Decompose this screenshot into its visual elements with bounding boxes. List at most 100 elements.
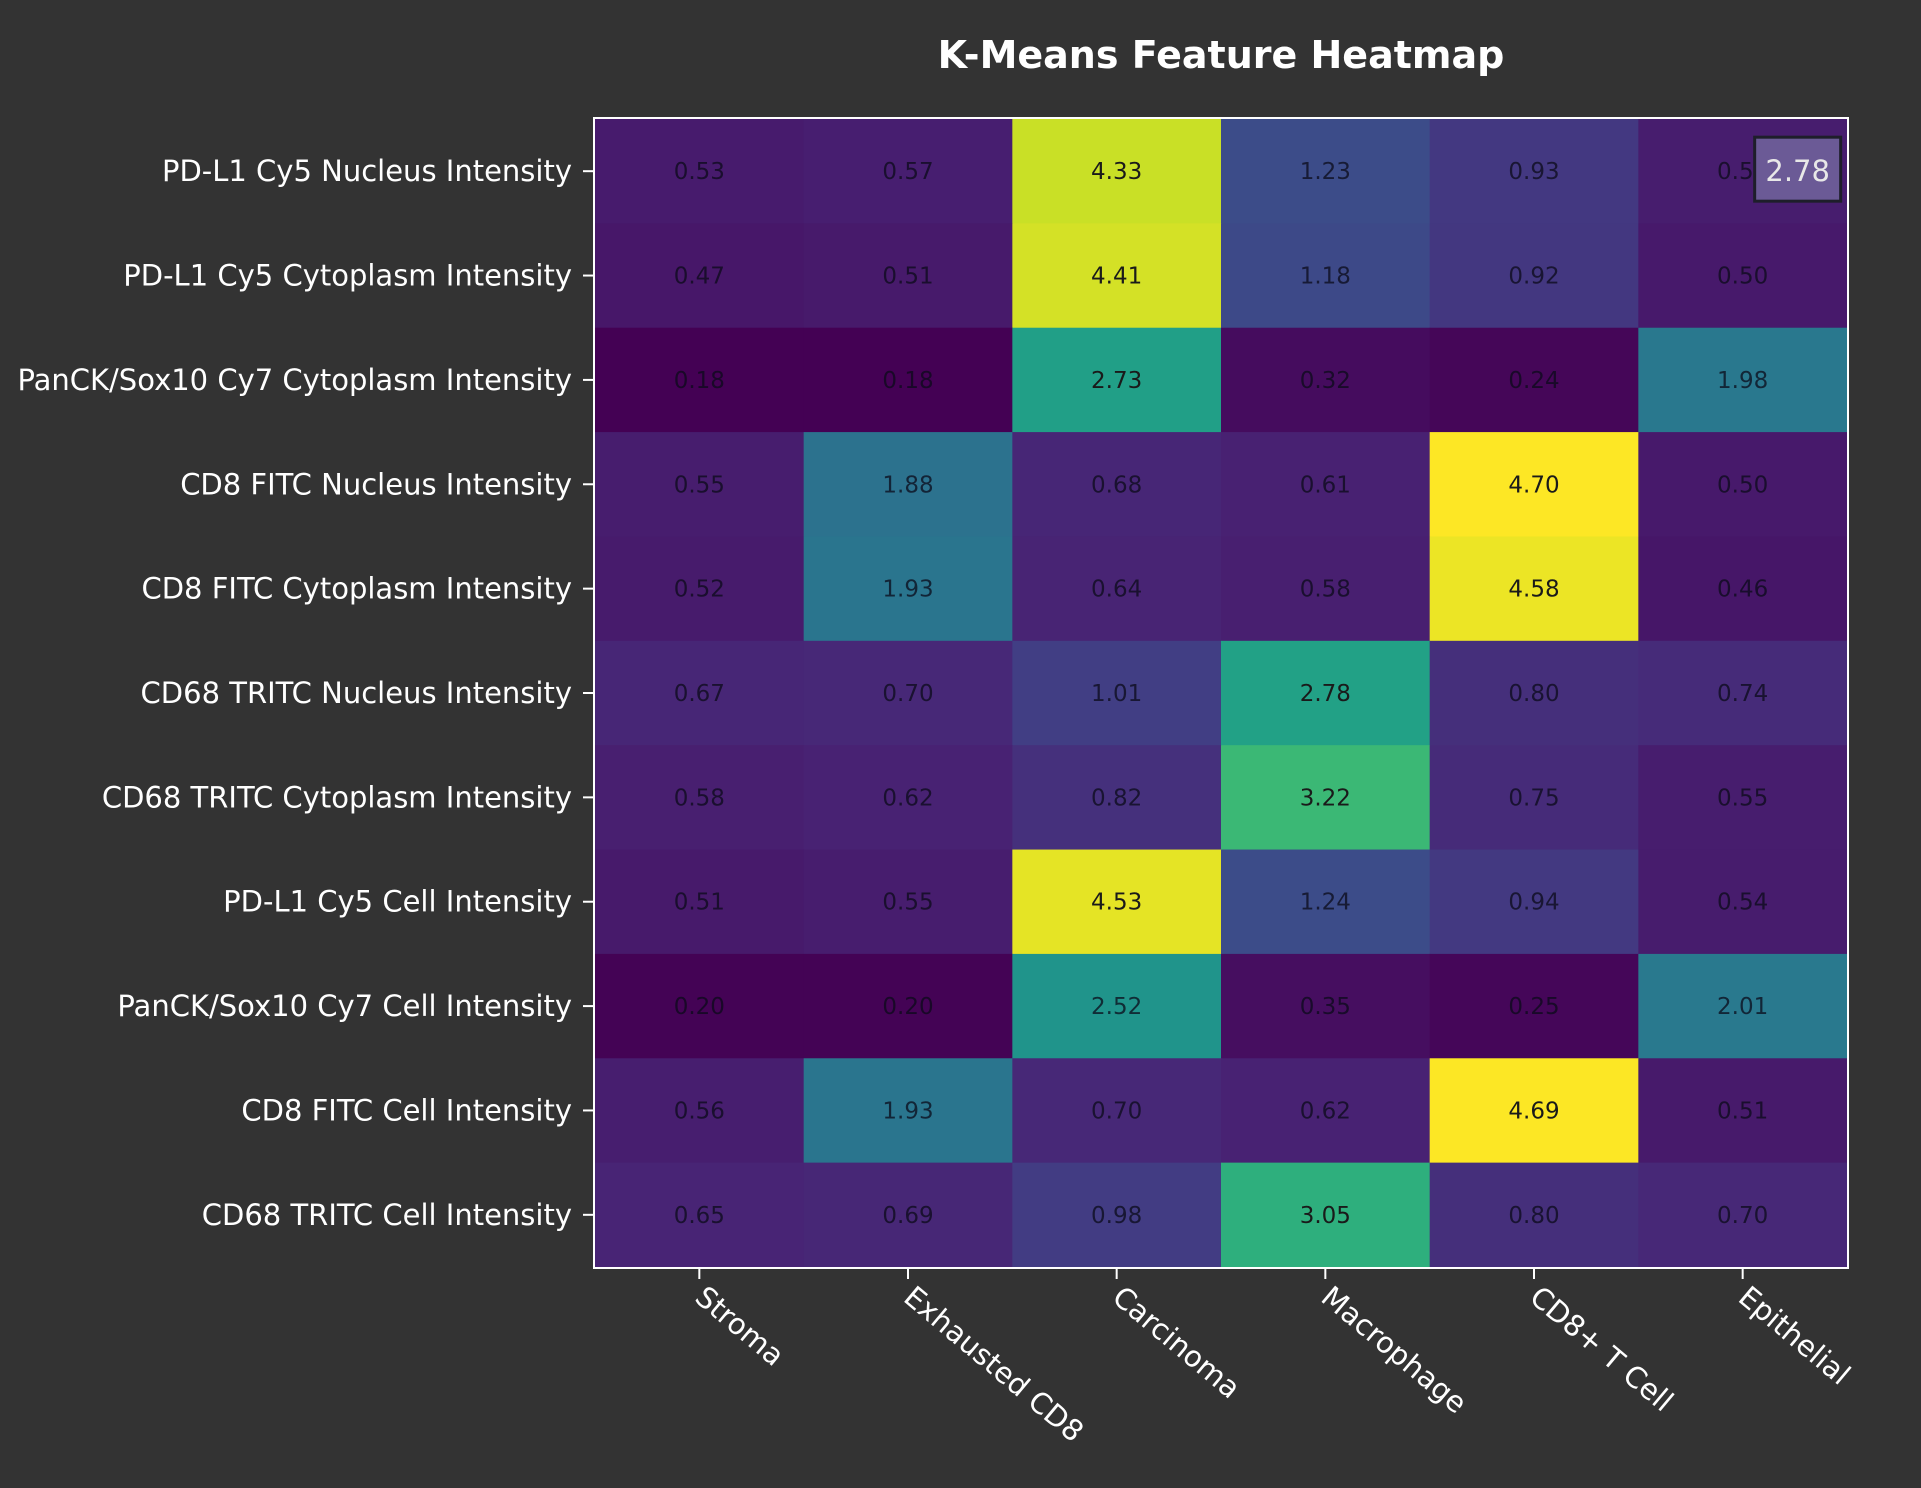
heatmap-cell[interactable]	[595, 953, 805, 1059]
heatmap-cell[interactable]	[595, 745, 805, 851]
cell-value-label: 3.22	[1300, 785, 1351, 811]
heatmap-cell[interactable]	[1429, 849, 1639, 955]
heatmap-cell[interactable]	[1012, 432, 1222, 537]
heatmap-cell[interactable]	[1012, 223, 1222, 329]
heatmap-cell[interactable]	[1012, 640, 1222, 746]
heatmap-cell[interactable]	[1638, 640, 1848, 746]
heatmap-cell[interactable]	[1429, 536, 1639, 642]
cell-value-label: 0.94	[1508, 890, 1559, 916]
heatmap-cell[interactable]	[1012, 119, 1222, 224]
heatmap-cell[interactable]	[1429, 1058, 1639, 1164]
tooltip-value: 2.78	[1765, 154, 1830, 188]
cell-value-label: 0.93	[1508, 159, 1559, 185]
heatmap-cell[interactable]	[1221, 223, 1431, 329]
row-label: CD8 FITC Cell Intensity	[241, 1093, 572, 1127]
heatmap-cell[interactable]	[1638, 327, 1848, 433]
cell-value-label: 0.18	[882, 368, 933, 394]
cell-value-label: 0.35	[1300, 994, 1351, 1020]
cell-value-label: 0.32	[1300, 368, 1351, 394]
heatmap-cell[interactable]	[1221, 849, 1431, 955]
heatmap-cell[interactable]	[595, 327, 805, 433]
heatmap-cell[interactable]	[1221, 745, 1431, 851]
cell-value-label: 0.54	[1717, 890, 1768, 916]
heatmap-cell[interactable]	[595, 432, 805, 537]
heatmap-cell[interactable]	[595, 536, 805, 642]
heatmap-cell[interactable]	[1012, 327, 1222, 433]
heatmap-cell[interactable]	[595, 849, 805, 955]
heatmap-cell[interactable]	[803, 119, 1013, 224]
heatmap-cell[interactable]	[1012, 1162, 1222, 1268]
heatmap-cell[interactable]	[1012, 536, 1222, 642]
heatmap-cell[interactable]	[803, 640, 1013, 746]
heatmap-cell[interactable]	[803, 745, 1013, 851]
heatmap-cell[interactable]	[803, 1162, 1013, 1268]
cell-value-label: 0.68	[1091, 472, 1142, 498]
heatmap-cell[interactable]	[803, 327, 1013, 433]
heatmap-cell[interactable]	[1221, 640, 1431, 746]
heatmap-cell[interactable]	[1638, 953, 1848, 1059]
heatmap-cell[interactable]	[1429, 1162, 1639, 1268]
heatmap-cell[interactable]	[595, 1058, 805, 1164]
heatmap-cell[interactable]	[1221, 536, 1431, 642]
heatmap-cell[interactable]	[1429, 327, 1639, 433]
cell-value-label: 1.18	[1300, 264, 1351, 290]
heatmap-cell[interactable]	[1429, 745, 1639, 851]
heatmap-cell[interactable]	[595, 119, 805, 224]
heatmap-cell[interactable]	[1221, 327, 1431, 433]
heatmap-cell[interactable]	[1638, 1058, 1848, 1164]
cell-value-label: 0.70	[1091, 1098, 1142, 1124]
heatmap-cell[interactable]	[1429, 223, 1639, 329]
heatmap-cell[interactable]	[803, 1058, 1013, 1164]
cell-value-label: 0.20	[674, 994, 725, 1020]
cell-value-label: 4.58	[1508, 577, 1559, 603]
heatmap-cell[interactable]	[1012, 1058, 1222, 1164]
heatmap-cell[interactable]	[1221, 1162, 1431, 1268]
heatmap-cell[interactable]	[1012, 953, 1222, 1059]
heatmap-cell[interactable]	[1221, 432, 1431, 537]
heatmap-cell[interactable]	[1012, 849, 1222, 955]
heatmap-cell[interactable]	[595, 223, 805, 329]
column-label: Epithelial	[1732, 1279, 1857, 1391]
heatmap-cell[interactable]	[1221, 1058, 1431, 1164]
heatmap-cell[interactable]	[1638, 223, 1848, 329]
heatmap-cell[interactable]	[803, 223, 1013, 329]
heatmap-cell[interactable]	[1429, 953, 1639, 1059]
heatmap-cell[interactable]	[803, 849, 1013, 955]
cell-value-label: 2.73	[1091, 368, 1142, 394]
column-label: Macrophage	[1315, 1279, 1474, 1420]
heatmap-cell[interactable]	[595, 1162, 805, 1268]
heatmap-cell[interactable]	[1638, 432, 1848, 537]
heatmap-cell[interactable]	[1638, 1162, 1848, 1268]
heatmap-cell[interactable]	[1221, 953, 1431, 1059]
cell-value-label: 0.65	[674, 1203, 725, 1229]
heatmap-cell[interactable]	[803, 432, 1013, 537]
cell-value-label: 0.70	[882, 681, 933, 707]
cell-value-label: 0.55	[1717, 785, 1768, 811]
heatmap-cell[interactable]	[1429, 432, 1639, 537]
heatmap-cell[interactable]	[1429, 119, 1639, 224]
column-label: Exhausted CD8	[898, 1279, 1091, 1448]
cell-value-label: 1.88	[882, 472, 933, 498]
cell-value-label: 2.01	[1717, 994, 1768, 1020]
row-label: PD-L1 Cy5 Cytoplasm Intensity	[123, 259, 572, 293]
cell-value-label: 4.53	[1091, 890, 1142, 916]
heatmap-cell[interactable]	[803, 953, 1013, 1059]
row-label: PD-L1 Cy5 Nucleus Intensity	[162, 154, 572, 188]
cell-value-label: 0.25	[1508, 994, 1559, 1020]
cell-value-label: 3.05	[1300, 1203, 1351, 1229]
heatmap-cell[interactable]	[1638, 745, 1848, 851]
heatmap-cell[interactable]	[803, 536, 1013, 642]
heatmap-cell[interactable]	[1429, 640, 1639, 746]
heatmap-cell[interactable]	[1012, 745, 1222, 851]
heatmap-cell[interactable]	[1638, 849, 1848, 955]
heatmap-cell[interactable]	[595, 640, 805, 746]
row-label: CD68 TRITC Cytoplasm Intensity	[102, 780, 572, 814]
row-label: CD8 FITC Cytoplasm Intensity	[141, 572, 572, 606]
hover-tooltip: 2.78	[1753, 135, 1843, 203]
heatmap-cell[interactable]	[1638, 536, 1848, 642]
tooltip-box	[1753, 135, 1843, 203]
cell-value-label: 0.56	[674, 1098, 725, 1124]
heatmap-cell[interactable]	[1221, 119, 1431, 224]
cell-value-label: 0.75	[1508, 785, 1559, 811]
